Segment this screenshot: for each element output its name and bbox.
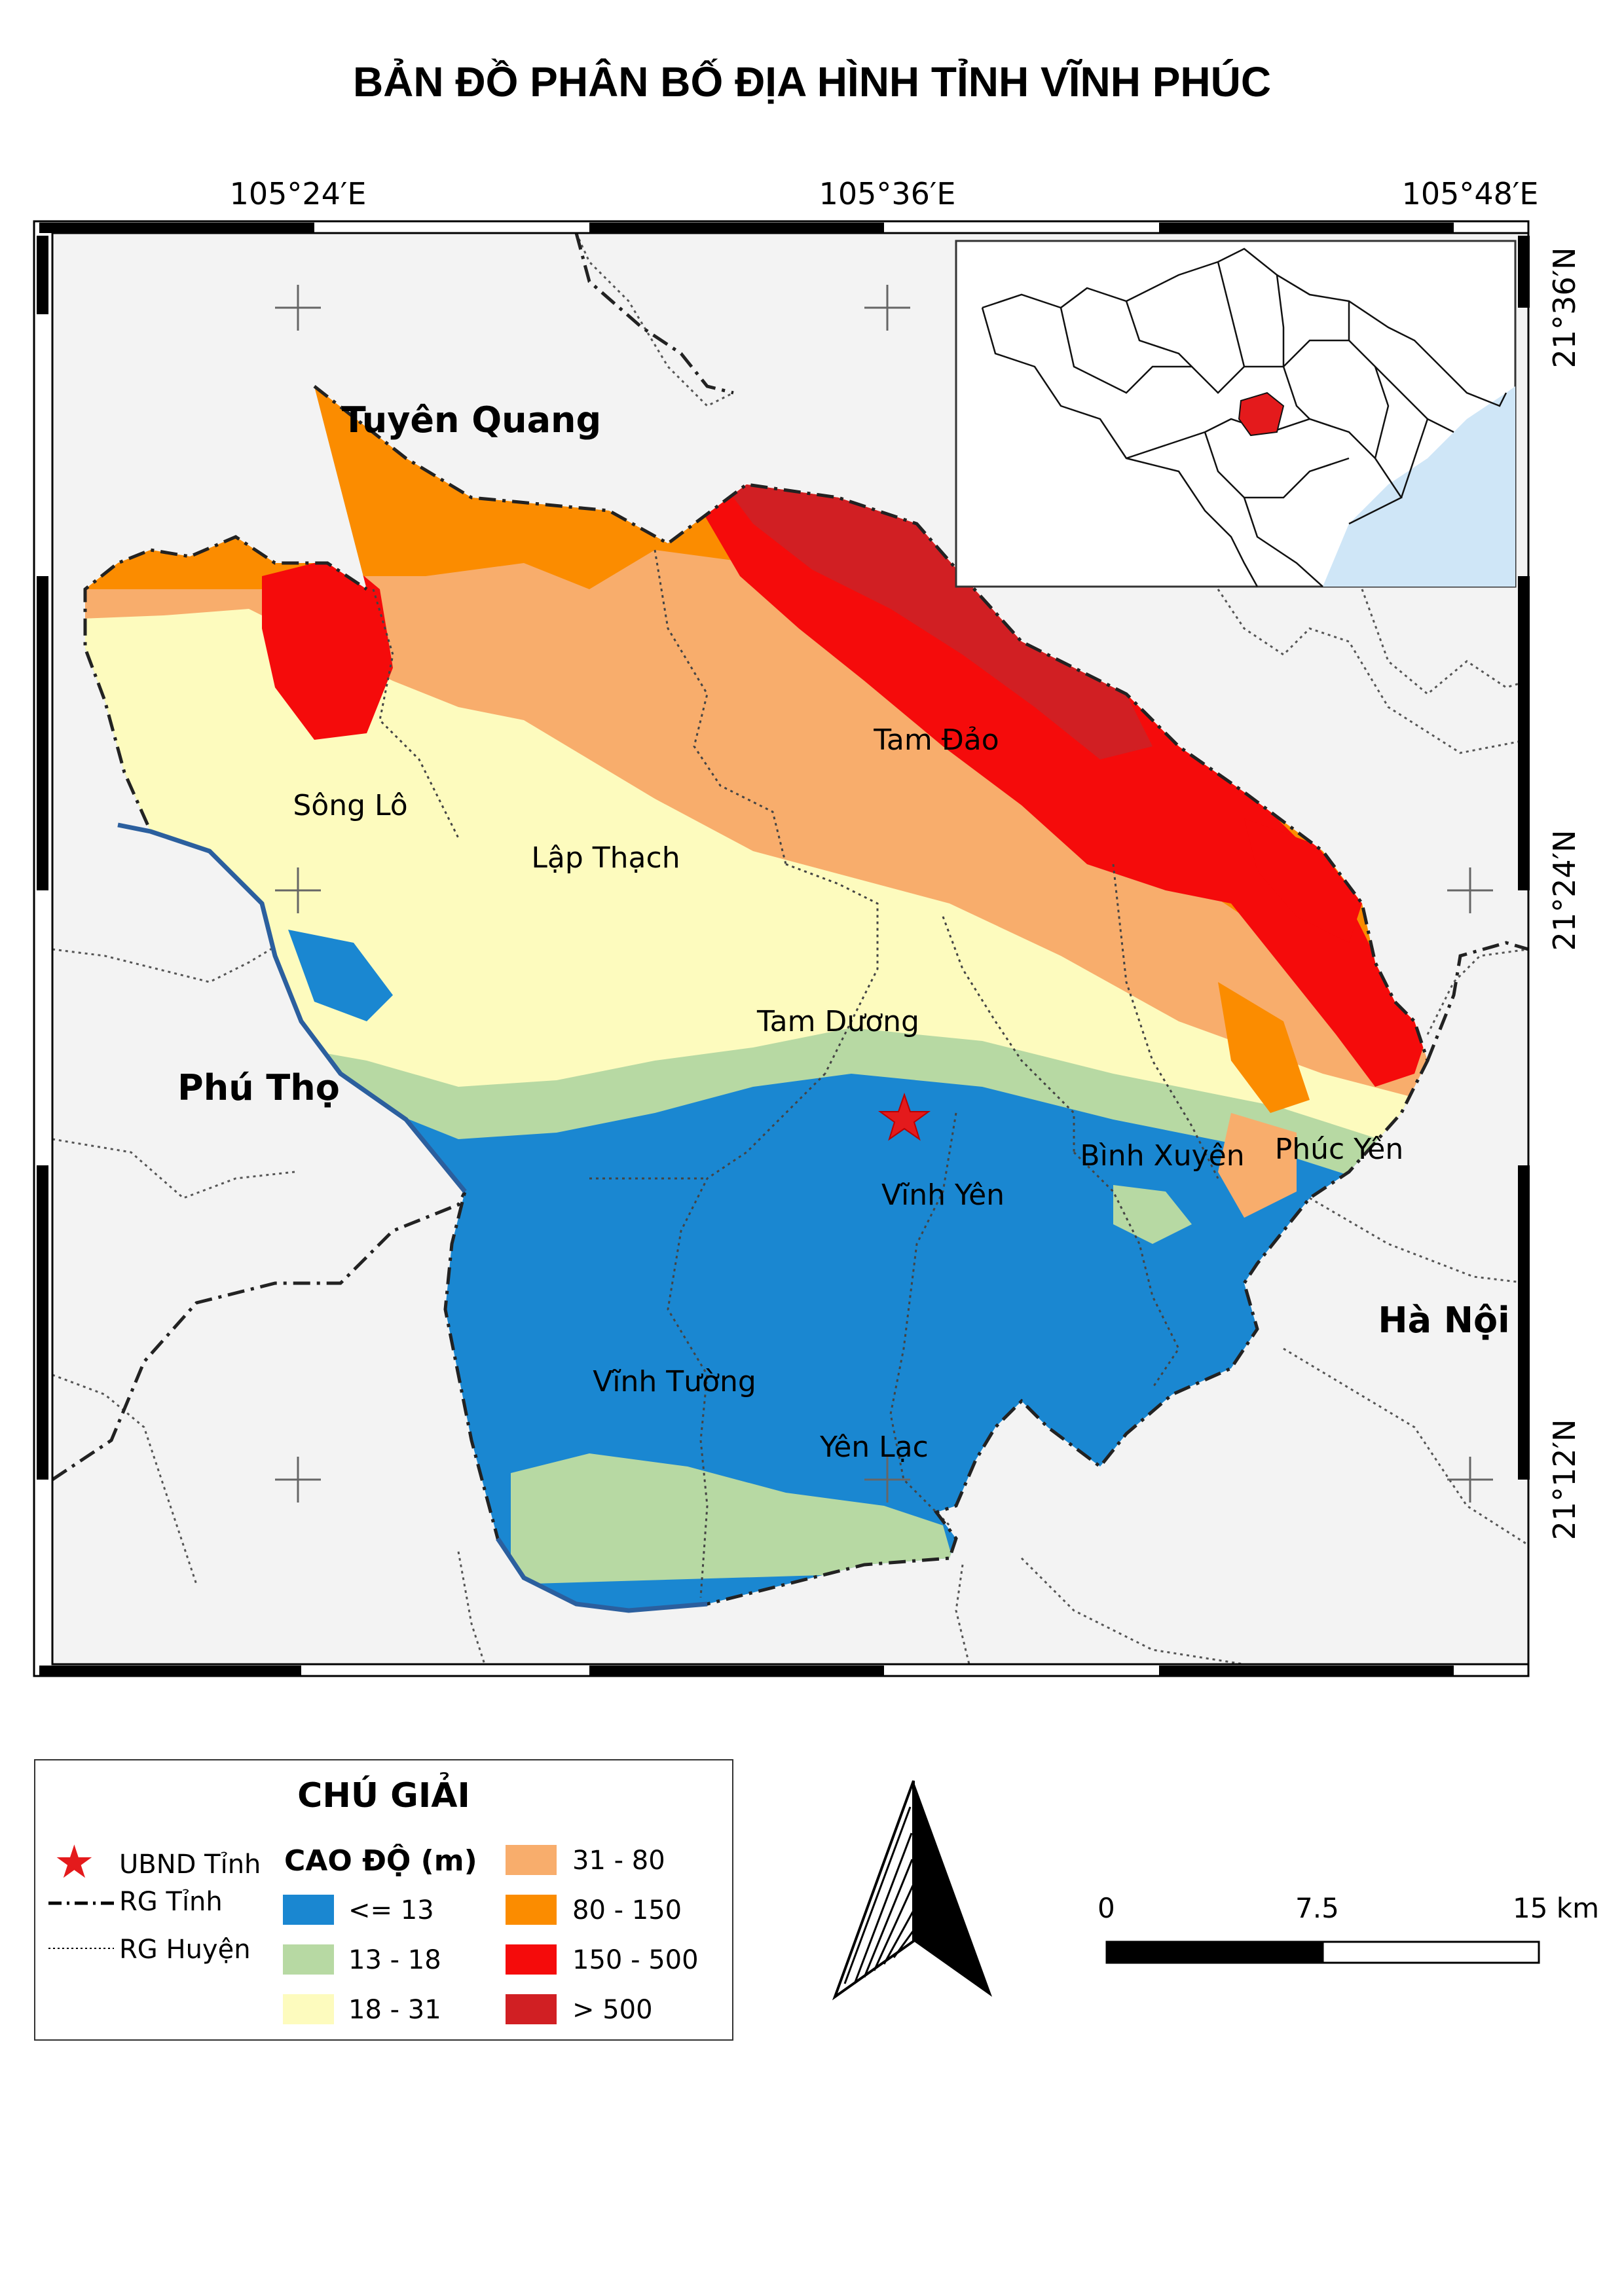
neighbor-label-east: Hà Nội	[1378, 1300, 1509, 1341]
neighbor-district-boundaries	[52, 233, 1528, 1664]
dash-dot-line-icon	[48, 1901, 114, 1905]
lon-label-2: 105°36′E	[819, 176, 956, 211]
scale-label-0: 0	[1098, 1892, 1115, 1924]
lat-label-1: 21°36′N	[1547, 247, 1582, 369]
legend-swatch-class-5	[506, 1895, 557, 1925]
red-star-icon: ★	[54, 1835, 95, 1889]
legend-swatch-class-2	[283, 1944, 334, 1975]
district-label-tam-duong: Tam Dương	[756, 1005, 919, 1038]
district-label-vinh-tuong: Vĩnh Tường	[593, 1365, 756, 1398]
river-line	[117, 822, 708, 1613]
map-frame	[33, 220, 1530, 1677]
lon-label-1: 105°24′E	[230, 176, 367, 211]
legend-elevation-title: CAO ĐỘ (m)	[284, 1844, 477, 1878]
graticule-crosses	[275, 285, 1493, 1503]
legend-title: CHÚ GIẢI	[297, 1776, 470, 1815]
legend-label-class-3: 18 - 31	[348, 1995, 441, 2025]
district-label-binh-xuyen: Bình Xuyên	[1080, 1139, 1244, 1173]
legend-panel: CHÚ GIẢI ★ UBND Tỉnh RG Tỉnh RG Huyện CA…	[34, 1759, 733, 2041]
scale-label-mid: 7.5	[1295, 1892, 1339, 1924]
district-label-tam-dao: Tam Đảo	[873, 723, 999, 757]
scale-bar	[1105, 1941, 1540, 1964]
legend-swatch-class-7	[506, 1994, 557, 2024]
legend-swatch-class-4	[506, 1845, 557, 1875]
internal-district-boundaries	[372, 549, 1219, 1598]
legend-swatch-class-1	[283, 1895, 334, 1925]
district-label-phuc-yen: Phúc Yên	[1275, 1133, 1403, 1166]
district-label-lap-thach: Lập Thạch	[531, 841, 680, 875]
legend-label-class-5: 80 - 150	[572, 1895, 682, 1925]
provincial-capital-star-icon	[877, 1092, 931, 1141]
neighbor-label-west: Phú Thọ	[177, 1067, 340, 1108]
legend-label-class-2: 13 - 18	[348, 1945, 441, 1975]
legend-label-class-4: 31 - 80	[572, 1846, 665, 1876]
legend-label-class-6: 150 - 500	[572, 1945, 699, 1975]
scale-label-end: 15 km	[1513, 1892, 1600, 1924]
legend-swatch-class-6	[506, 1944, 557, 1975]
inset-province-highlight	[1238, 392, 1285, 437]
legend-label-ubnd: UBND Tỉnh	[119, 1850, 261, 1880]
north-arrow-icon	[832, 1780, 992, 2001]
neighbor-province-boundaries	[52, 233, 1528, 1482]
district-label-yen-lac: Yên Lạc	[819, 1430, 929, 1464]
legend-label-class-7: > 500	[572, 1995, 653, 2025]
lat-label-3: 21°12′N	[1547, 1419, 1582, 1540]
district-label-vinh-yen: Vĩnh Yên	[881, 1178, 1005, 1212]
legend-label-rg-huyen: RG Huyện	[119, 1935, 251, 1965]
lat-label-2: 21°24′N	[1547, 830, 1582, 951]
legend-label-class-1: <= 13	[348, 1895, 434, 1925]
legend-swatch-class-3	[283, 1994, 334, 2024]
district-label-song-lo: Sông Lô	[293, 789, 407, 822]
neighbor-label-north: Tuyên Quang	[342, 399, 601, 441]
legend-label-rg-tinh: RG Tỉnh	[119, 1887, 223, 1917]
inset-map	[955, 240, 1517, 588]
map-title: BẢN ĐỒ PHÂN BỐ ĐỊA HÌNH TỈNH VĨNH PHÚC	[352, 58, 1272, 105]
dotted-line-icon	[48, 1948, 114, 1949]
lon-label-3: 105°48′E	[1402, 176, 1539, 211]
